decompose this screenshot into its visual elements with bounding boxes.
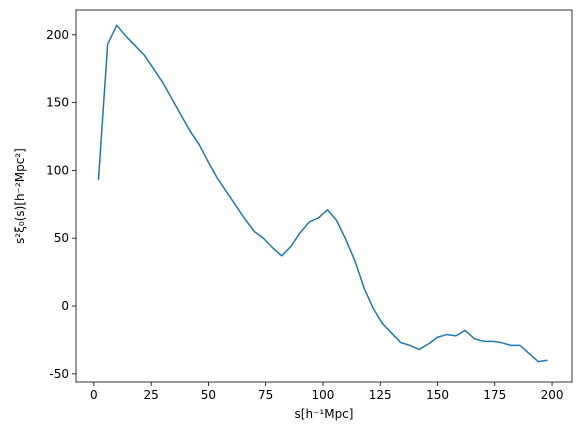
axes-frame [75, 9, 573, 383]
x-tick-label: 200 [541, 388, 564, 402]
x-tick-label: 100 [312, 388, 335, 402]
x-tick-label: 75 [258, 388, 273, 402]
x-tick-label: 175 [483, 388, 506, 402]
y-tick-label: 200 [46, 28, 69, 42]
x-tick-label: 150 [426, 388, 449, 402]
y-tick-label: -50 [49, 367, 69, 381]
y-axis-label: s²ξ₀(s)[h⁻²Mpc²] [13, 148, 27, 244]
data-line [97, 24, 548, 363]
x-tick-label: 0 [90, 388, 98, 402]
y-tick-label: 50 [54, 231, 69, 245]
y-tick-label: 100 [46, 163, 69, 177]
x-axis-label: s[h⁻¹Mpc] [295, 407, 354, 421]
y-tick-label: 0 [61, 299, 69, 313]
x-tick-label: 125 [369, 388, 392, 402]
y-tick-label: 150 [46, 96, 69, 110]
x-tick-label: 50 [201, 388, 216, 402]
x-tick-label: 25 [144, 388, 159, 402]
